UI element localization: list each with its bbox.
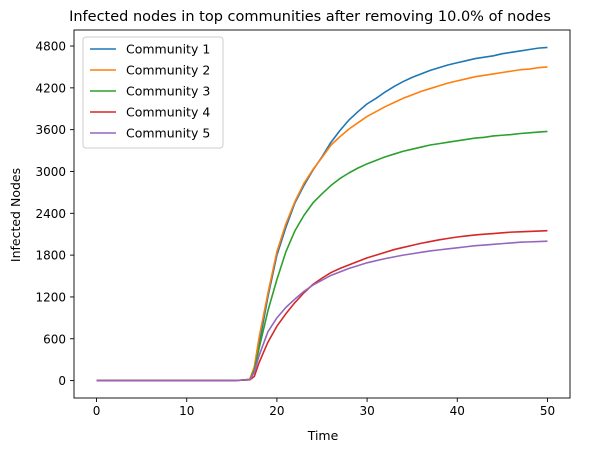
x-tick-label: 30: [359, 404, 374, 418]
legend-label: Community 1: [126, 42, 210, 57]
y-tick-label: 600: [43, 332, 66, 346]
legend-label: Community 2: [126, 63, 210, 78]
legend-label: Community 4: [126, 105, 210, 120]
series-line-community-3: [96, 130, 548, 382]
x-axis: 0 10 20 30 40 50: [93, 398, 555, 418]
y-tick-label: 2400: [35, 207, 66, 221]
series-line-community-2: [96, 66, 548, 382]
y-tick-label: 3000: [35, 165, 66, 179]
plot-frame: [73, 29, 571, 399]
legend: Community 1 Community 2 Community 3 Communi…: [82, 36, 224, 149]
y-tick-label: 1200: [35, 290, 66, 304]
series-line-community-5: [96, 240, 548, 382]
legend-label: Community 5: [126, 126, 210, 141]
x-axis-label: Time: [307, 428, 339, 443]
x-tick-label: 0: [93, 404, 101, 418]
x-tick-label: 20: [269, 404, 284, 418]
legend-box: [82, 36, 224, 149]
y-axis-label: Infected Nodes: [8, 168, 23, 262]
y-tick-label: 0: [58, 374, 66, 388]
y-tick-label: 3600: [35, 123, 66, 137]
series-layer: [96, 46, 548, 382]
x-tick-label: 50: [540, 404, 555, 418]
y-tick-label: 4200: [35, 81, 66, 95]
y-tick-label: 4800: [35, 40, 66, 54]
y-axis: 0 600 1200 1800 2400 3000 3600 4200 4800: [35, 40, 74, 388]
series-line-community-4: [96, 229, 548, 382]
chart-title: Infected nodes in top communities after …: [69, 9, 551, 25]
legend-label: Community 3: [126, 84, 210, 99]
y-tick-label: 1800: [35, 249, 66, 263]
x-tick-label: 10: [179, 404, 194, 418]
x-tick-label: 40: [450, 404, 465, 418]
